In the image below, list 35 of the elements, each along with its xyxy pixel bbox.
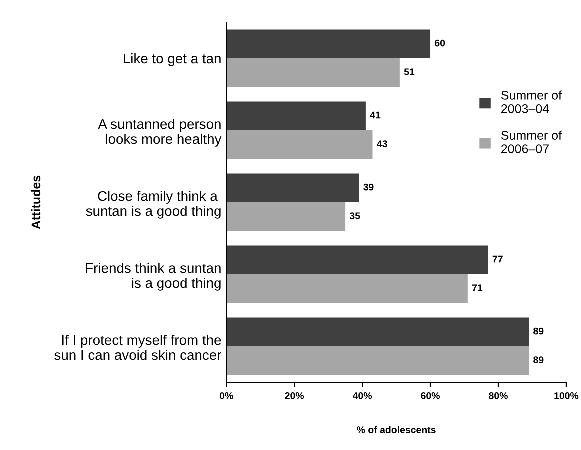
data-label: 41 [370,112,381,119]
bar [226,130,373,160]
y-tick-label: A suntanned person looks more healthy [98,118,222,147]
x-axis-title: % of adolescents [357,426,436,434]
x-tick-label: 40% [352,392,372,400]
data-label: 89 [534,328,544,335]
x-tick-label: 20% [285,392,304,400]
data-label: 39 [364,184,374,191]
bar [226,318,530,346]
data-label: 77 [492,256,503,263]
data-label: 60 [435,40,446,47]
y-tick-label: If I protect myself from the sun I can avoid skin cancer [54,334,222,360]
bar [226,274,468,304]
bar [226,246,488,274]
bar [226,202,346,232]
y-tick-label: Friends think a suntan is a good thing [86,262,221,291]
x-tick-label: 80% [489,392,508,400]
data-label: 51 [404,68,415,76]
legend-label: Summer of 2003–04 [501,90,562,114]
data-label: 89 [534,356,544,364]
x-tick-label: 0% [220,392,234,400]
bar [226,174,360,202]
bar [226,346,530,376]
data-label: 35 [350,212,360,220]
data-label: 43 [377,140,388,148]
x-tick-label: 60% [421,392,440,400]
y-tick-label: Like to get a tan [124,53,221,66]
data-label: 71 [472,284,483,292]
legend-label: Summer of 2006–07 [501,130,562,154]
x-tick-label: 100% [554,392,579,400]
bar [226,102,366,130]
bar [226,30,431,58]
bar [226,58,400,88]
y-axis-title: Attitudes [31,176,41,230]
y-tick-label: Close family think a suntan is a good thing [86,190,221,219]
